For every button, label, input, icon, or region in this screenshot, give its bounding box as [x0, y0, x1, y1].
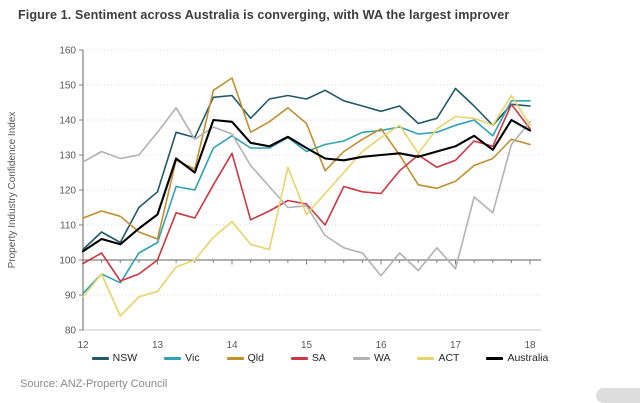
legend-item-Qld: Qld	[226, 352, 264, 364]
y-tick-label: 90	[65, 291, 77, 302]
y-tick-label: 100	[59, 256, 76, 267]
legend-swatch-NSW	[91, 356, 109, 360]
confidence-line-chart: 80 90 100 110 120 130 140 150 160 12 13 14 15 16 17 18 P…	[7, 46, 541, 351]
legend-label-ACT: ACT	[438, 352, 460, 364]
x-tick-label: 18	[524, 340, 536, 351]
legend-swatch-SA	[290, 356, 308, 360]
legend-item-Australia: Australia	[486, 352, 548, 364]
legend-item-SA: SA	[290, 352, 326, 364]
corner-overlay	[596, 388, 640, 403]
x-tick-label: 16	[375, 340, 387, 351]
chart-legend: NSW Vic Qld SA WA ACT Australia	[0, 352, 640, 364]
y-axis-title: Property Industry Confidence Index	[7, 112, 18, 269]
chart-title: Figure 1. Sentiment across Australia is …	[18, 8, 510, 22]
legend-item-ACT: ACT	[417, 352, 459, 364]
legend-swatch-Qld	[226, 356, 244, 360]
legend-label-WA: WA	[373, 352, 391, 364]
series-line-WA	[82, 107, 531, 277]
series-line-Vic	[82, 100, 531, 295]
legend-label-NSW: NSW	[112, 352, 138, 364]
y-tick-label: 120	[59, 186, 76, 197]
series-line-Qld	[82, 77, 531, 240]
legend-label-Qld: Qld	[247, 352, 264, 364]
series-line-Australia	[81, 118, 532, 253]
y-tick-label: 110	[60, 221, 76, 232]
y-tick-label: 130	[59, 151, 76, 162]
legend-swatch-ACT	[417, 356, 435, 360]
y-tick-label: 160	[59, 46, 76, 57]
x-tick-label: 17	[450, 340, 462, 351]
source-note: Source: ANZ-Property Council	[20, 378, 168, 390]
x-tick-label: 12	[77, 340, 89, 351]
series-line-ACT	[82, 94, 531, 317]
legend-item-WA: WA	[352, 352, 391, 364]
legend-item-NSW: NSW	[91, 352, 138, 364]
legend-label-Vic: Vic	[185, 352, 200, 364]
legend-swatch-Vic	[164, 356, 182, 360]
legend-item-Vic: Vic	[164, 352, 200, 364]
legend-swatch-WA	[352, 356, 370, 360]
x-tick-label: 14	[226, 340, 238, 351]
series-line-NSW	[82, 87, 531, 251]
y-tick-label: 150	[59, 81, 76, 92]
x-tick-label: 13	[152, 340, 164, 351]
legend-label-SA: SA	[311, 352, 326, 364]
x-tick-label: 15	[301, 340, 313, 351]
legend-label-Australia: Australia	[507, 352, 549, 364]
legend-swatch-Australia	[486, 356, 504, 360]
y-tick-label: 80	[65, 326, 77, 337]
y-tick-label: 140	[59, 116, 76, 127]
series-line-SA	[82, 103, 531, 282]
